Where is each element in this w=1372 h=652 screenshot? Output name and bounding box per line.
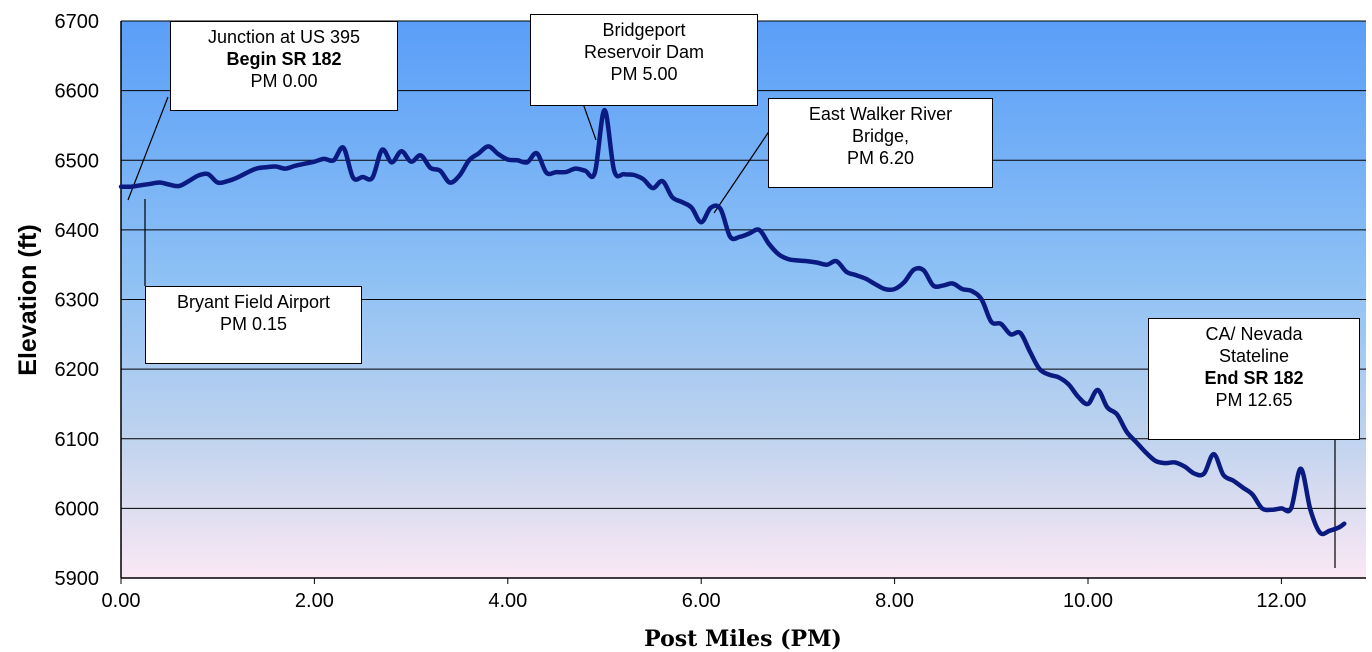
x-tick-label: 6.00: [682, 590, 721, 612]
x-tick-label: 2.00: [295, 590, 334, 612]
callout-box: Junction at US 395 Begin SR 182 PM 0.00: [170, 21, 398, 111]
callout-line: PM 0.15: [219, 314, 288, 334]
callout-leader: [713, 129, 771, 214]
x-axis-label: Post Miles (PM): [644, 626, 842, 652]
y-tick-label: 6600: [55, 81, 100, 103]
callout-leader: [127, 96, 169, 201]
callout-line: Stateline: [1218, 346, 1290, 366]
elevation-line: [118, 107, 1347, 537]
callout-line: Bryant Field Airport: [176, 292, 331, 312]
callout-line: Reservoir Dam: [583, 42, 705, 62]
callout-line: Begin SR 182: [226, 49, 342, 69]
y-tick-label: 6500: [55, 150, 100, 172]
y-tick-label: 6400: [55, 220, 100, 242]
callout-box: Bryant Field Airport PM 0.15: [145, 286, 362, 364]
callout-box: CA/ Nevada Stateline End SR 182 PM 12.65: [1148, 318, 1360, 440]
x-tick-label: 8.00: [875, 590, 914, 612]
callout-line: PM 5.00: [610, 64, 678, 84]
callout-line: End SR 182: [1204, 368, 1304, 388]
callout-line: East Walker River: [808, 104, 953, 124]
y-axis-ticks: 5900 6000 6100 6200 6300 6400 6500 6600 6700: [55, 11, 100, 590]
x-tick-label: 4.00: [488, 590, 527, 612]
callout-line: Junction at US 395: [207, 27, 361, 47]
y-tick-label: 6200: [55, 359, 100, 381]
x-tick-label: 10.00: [1063, 590, 1113, 612]
y-tick-label: 6300: [55, 290, 100, 312]
callout-line: Bridge,: [851, 126, 910, 146]
y-tick-label: 6000: [55, 498, 100, 520]
x-axis-ticks: 0.00 2.00 4.00 6.00 8.00 10.00 12.00: [102, 578, 1306, 612]
x-tick-label: 12.00: [1256, 590, 1306, 612]
callout-line: CA/ Nevada: [1205, 324, 1303, 344]
callout-line: PM 6.20: [846, 148, 915, 168]
callout-box: Bridgeport Reservoir Dam PM 5.00: [530, 14, 758, 106]
y-axis-label: Elevation (ft): [14, 224, 42, 375]
x-tick-label: 0.00: [102, 590, 141, 612]
callout-line: Bridgeport: [602, 20, 686, 40]
y-tick-label: 5900: [55, 568, 100, 590]
y-tick-label: 6100: [55, 429, 100, 451]
callout-box: East Walker River Bridge, PM 6.20: [768, 98, 993, 188]
callout-leaders: [127, 94, 1336, 568]
y-tick-label: 6700: [55, 11, 100, 33]
callout-line: PM 0.00: [250, 71, 318, 91]
callout-line: PM 12.65: [1215, 390, 1293, 410]
